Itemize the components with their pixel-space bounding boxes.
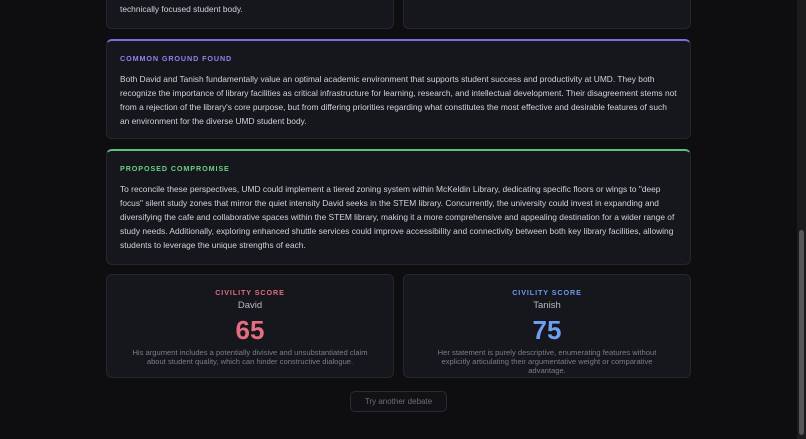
section-label: COMMON GROUND FOUND [120, 54, 233, 63]
scrollbar-thumb[interactable] [799, 230, 804, 435]
score-label: CIVILITY SCORE [512, 288, 582, 297]
scrollbar-track [797, 0, 806, 439]
debater-name: Tanish [533, 300, 561, 311]
card-text: technically focused student body. [120, 4, 243, 14]
top-card-right [403, 0, 691, 29]
score-value: 65 [235, 315, 265, 345]
section-label: PROPOSED COMPROMISE [120, 164, 230, 173]
score-value: 75 [532, 315, 562, 345]
common-ground-card: COMMON GROUND FOUND Both David and Tanis… [106, 39, 691, 139]
section-text: To reconcile these perspectives, UMD cou… [120, 184, 675, 250]
section-text: Both David and Tanish fundamentally valu… [120, 74, 677, 126]
compromise-card: PROPOSED COMPROMISE To reconcile these p… [106, 149, 691, 265]
score-label: CIVILITY SCORE [215, 288, 285, 297]
top-card-left: technically focused student body. [106, 0, 394, 29]
score-card: CIVILITY SCORE David 65 His argument inc… [106, 274, 394, 378]
score-note: Her statement is purely descriptive, enu… [437, 348, 657, 375]
score-card: CIVILITY SCORE Tanish 75 Her statement i… [403, 274, 691, 378]
try-again-button[interactable]: Try another debate [350, 391, 447, 412]
score-note: His argument includes a potentially divi… [132, 348, 368, 366]
debater-name: David [237, 300, 263, 311]
